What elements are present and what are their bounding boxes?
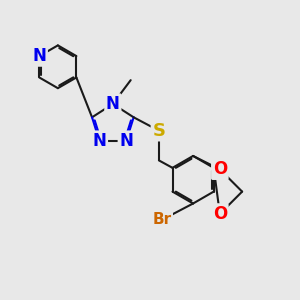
Text: S: S bbox=[152, 122, 165, 140]
Text: N: N bbox=[119, 132, 133, 150]
Text: Br: Br bbox=[152, 212, 172, 227]
Text: N: N bbox=[106, 95, 120, 113]
Text: N: N bbox=[92, 132, 106, 150]
Text: O: O bbox=[213, 160, 227, 178]
Text: O: O bbox=[213, 205, 227, 223]
Text: N: N bbox=[32, 47, 46, 65]
